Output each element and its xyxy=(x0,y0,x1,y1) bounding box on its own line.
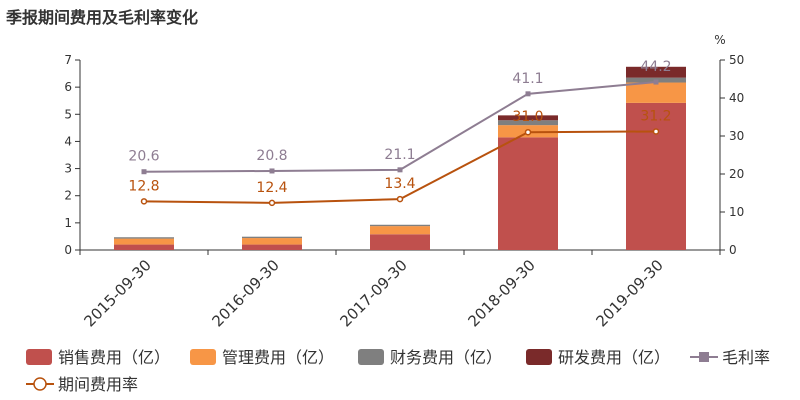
legend-label-gross: 毛利率 xyxy=(722,348,770,367)
bar-fin xyxy=(114,237,174,239)
left-axis-tick-label: 7 xyxy=(64,53,72,67)
point-period xyxy=(396,195,404,203)
legend-swatch-sales xyxy=(26,349,52,365)
data-label-gross: 44.2 xyxy=(640,59,671,75)
left-axis-tick-label: 1 xyxy=(64,216,72,230)
data-label-gross: 20.8 xyxy=(256,148,287,164)
bar-rd xyxy=(498,115,558,121)
bar-sales xyxy=(626,102,686,250)
legend-marker-gross xyxy=(699,352,709,362)
legend-label-fin: 财务费用（亿） xyxy=(390,348,502,367)
bar-rd xyxy=(626,66,686,78)
legend-label-mgmt: 管理费用（亿） xyxy=(222,348,334,367)
right-axis-tick-label: 10 xyxy=(729,205,744,219)
x-axis-tick-label: 2017-09-30 xyxy=(336,256,410,330)
data-label-period: 12.4 xyxy=(256,180,287,196)
bar-fin xyxy=(370,224,430,227)
point-gross xyxy=(397,167,403,173)
right-axis-tick-label: 0 xyxy=(729,243,737,257)
data-label-period: 13.4 xyxy=(384,176,415,192)
left-axis-tick-label: 3 xyxy=(64,162,72,176)
point-period xyxy=(652,128,660,135)
line-period xyxy=(143,130,657,204)
right-axis-tick-label: 20 xyxy=(729,167,744,181)
data-label-gross: 20.6 xyxy=(128,149,159,165)
right-axis-unit: % xyxy=(714,33,725,47)
x-axis-tick-label: 2019-09-30 xyxy=(592,256,666,330)
data-label-gross: 21.1 xyxy=(384,147,415,163)
right-axis-tick-label: 40 xyxy=(729,91,744,105)
bar-fin xyxy=(242,236,302,239)
right-axis-tick-label: 30 xyxy=(729,129,744,143)
right-axis-tick-label: 50 xyxy=(729,53,744,67)
point-gross xyxy=(269,168,275,174)
bar-fin xyxy=(498,120,558,126)
data-label-period: 31.2 xyxy=(640,108,671,124)
point-gross xyxy=(141,169,147,175)
x-axis-tick-label: 2018-09-30 xyxy=(464,256,538,330)
point-gross xyxy=(525,91,531,97)
left-axis-tick-label: 4 xyxy=(64,134,72,148)
data-label-period: 31.0 xyxy=(512,109,543,125)
bar-mgmt xyxy=(626,82,686,103)
point-period xyxy=(524,128,532,136)
legend-label-rd: 研发费用（亿） xyxy=(558,348,670,367)
bar-mgmt xyxy=(242,238,302,245)
legend-marker-period xyxy=(33,377,47,391)
bar-mgmt xyxy=(114,238,174,245)
legend-swatch-rd xyxy=(526,349,552,365)
data-label-gross: 41.1 xyxy=(512,71,543,87)
left-axis-tick-label: 2 xyxy=(64,189,72,203)
left-axis-tick-label: 6 xyxy=(64,80,72,94)
x-axis-tick-label: 2015-09-30 xyxy=(80,256,154,330)
legend-swatch-mgmt xyxy=(190,349,216,365)
bar-mgmt xyxy=(370,226,430,235)
left-axis-tick-label: 0 xyxy=(64,243,72,257)
legend-label-sales: 销售费用（亿） xyxy=(58,348,170,367)
bar-sales xyxy=(370,234,430,250)
point-period xyxy=(140,198,148,205)
point-period xyxy=(268,199,276,207)
bar-sales xyxy=(498,137,558,250)
data-label-period: 12.8 xyxy=(128,178,159,194)
chart-title: 季报期间费用及毛利率变化 xyxy=(6,8,199,27)
legend-label-period: 期间费用率 xyxy=(58,375,138,394)
bar-sales xyxy=(114,244,174,250)
left-axis-tick-label: 5 xyxy=(64,107,72,121)
point-gross xyxy=(653,79,659,85)
bar-sales xyxy=(242,244,302,250)
legend-swatch-fin xyxy=(358,349,384,365)
x-axis-tick-label: 2016-09-30 xyxy=(208,256,282,330)
